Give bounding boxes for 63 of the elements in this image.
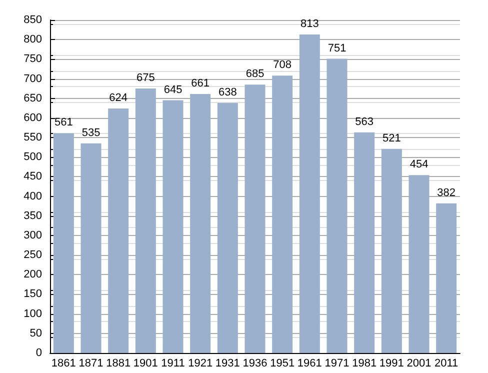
y-tick-label: 200 [24, 268, 42, 281]
bar [436, 203, 457, 353]
x-tick-label: 1991 [379, 358, 404, 370]
x-tick-label: 1936 [242, 358, 268, 370]
x-tick-label: 1861 [51, 358, 76, 370]
y-tick-label: 700 [24, 72, 42, 85]
data-label: 751 [328, 42, 346, 54]
data-label: 561 [54, 116, 73, 129]
data-label: 813 [300, 18, 319, 30]
y-tick-label: 250 [24, 249, 42, 262]
x-tick-label: 1981 [352, 358, 377, 370]
bar [244, 84, 266, 353]
y-tick-label: 600 [24, 112, 42, 124]
x-tick-label: 1881 [106, 358, 131, 370]
y-tick-label: 400 [24, 190, 42, 202]
x-tick-label: 1921 [188, 358, 213, 370]
y-tick-label: 850 [24, 14, 42, 26]
data-label: 661 [191, 78, 210, 90]
y-tick-label: 350 [24, 210, 42, 222]
y-tick-label: 50 [30, 327, 42, 340]
y-tick-label: 300 [24, 229, 42, 242]
bar [53, 133, 74, 353]
x-tick-label: 1951 [270, 358, 295, 370]
data-label: 382 [437, 186, 456, 199]
x-tick-label: 1961 [297, 358, 322, 370]
bar [299, 34, 320, 353]
y-tick-label: 150 [24, 288, 42, 300]
y-tick-label: 500 [24, 151, 42, 164]
x-tick-label: 2001 [406, 358, 432, 370]
bar [408, 175, 430, 353]
bar [272, 76, 293, 353]
x-tick-label: 1971 [324, 358, 350, 370]
y-tick-label: 100 [24, 308, 42, 320]
bar [354, 132, 375, 353]
data-label: 454 [410, 158, 428, 171]
data-label: 624 [109, 92, 128, 104]
bar [135, 88, 156, 353]
x-tick-label: 1911 [161, 358, 185, 370]
bar [326, 58, 348, 353]
data-label: 638 [218, 86, 237, 99]
data-label: 685 [246, 68, 264, 80]
x-tick-label: 1871 [78, 358, 104, 370]
y-tick-label: 650 [24, 92, 42, 104]
x-tick-label: 1931 [215, 358, 240, 370]
data-label: 535 [82, 126, 100, 139]
y-tick-label: 450 [24, 170, 42, 183]
bar [108, 108, 129, 353]
x-tick-label: 1901 [133, 358, 158, 370]
data-label: 563 [355, 116, 374, 128]
bar [381, 148, 402, 353]
y-tick-label: 800 [24, 34, 42, 46]
y-tick-label: 550 [24, 132, 42, 144]
y-tick-label: 750 [24, 53, 42, 66]
data-label: 675 [136, 72, 155, 84]
bar [80, 143, 102, 353]
bar [190, 94, 211, 353]
data-label: 645 [164, 84, 182, 96]
y-tick-label: 0 [36, 347, 42, 359]
bar [217, 103, 238, 353]
bar [162, 100, 184, 353]
x-tick-label: 2011 [434, 358, 458, 370]
data-label: 521 [382, 132, 401, 144]
data-label: 708 [273, 59, 292, 72]
